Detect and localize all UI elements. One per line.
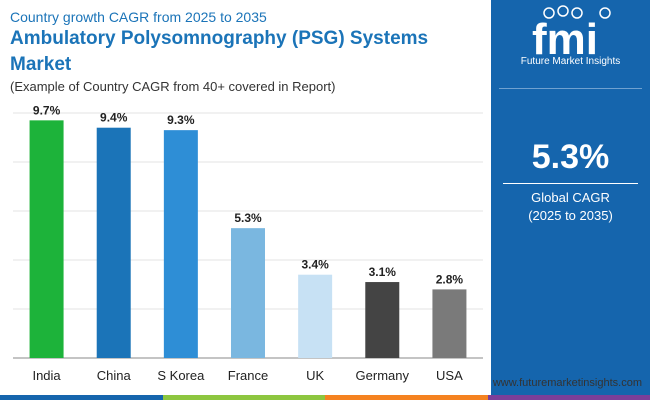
bottom-bar-segment [162, 395, 325, 400]
bar [298, 274, 333, 358]
footer-url[interactable]: www.futuremarketinsights.com [492, 377, 642, 389]
global-cagr-value: 5.3% [531, 138, 610, 176]
x-tick-label: France [228, 368, 268, 383]
bar [432, 289, 467, 358]
global-cagr-period: (2025 to 2035) [528, 208, 613, 223]
data-label: 3.1% [369, 265, 397, 279]
bar [231, 228, 265, 358]
chart-subtitle: Country growth CAGR from 2025 to 2035 [10, 9, 267, 25]
chart-header: Country growth CAGR from 2025 to 2035 Am… [10, 8, 490, 96]
bar [163, 130, 198, 358]
logo-tagline: Future Market Insights [520, 56, 621, 67]
fmi-logo: fmi [532, 5, 611, 64]
data-label: 5.3% [234, 211, 262, 225]
chart-note: (Example of Country CAGR from 40+ covere… [10, 79, 336, 94]
global-cagr-label: Global CAGR (2025 to 2035) [491, 189, 650, 225]
x-tick-label: S Korea [157, 368, 205, 383]
bottom-bar-segment [0, 395, 163, 400]
bar [365, 282, 400, 358]
x-tick-label: China [97, 368, 132, 383]
bottom-bar-segment [487, 395, 650, 400]
x-tick-label: USA [436, 368, 463, 383]
bottom-color-bar [0, 395, 650, 400]
global-cagr-title: Global CAGR [531, 190, 610, 205]
data-label: 9.3% [167, 113, 195, 127]
data-label: 3.4% [301, 258, 329, 272]
x-tick-label: Germany [356, 368, 410, 383]
chart-title: Ambulatory Polysomnography (PSG) Systems… [10, 28, 429, 75]
data-label: 9.4% [100, 111, 128, 125]
divider [503, 183, 638, 184]
data-label: 2.8% [436, 272, 464, 286]
bar [29, 120, 64, 358]
bar-chart: 9.7% India 9.4% China 9.3% S Korea 5.3% France 3… [13, 103, 483, 383]
data-label: 9.7% [33, 103, 61, 117]
bar [96, 127, 131, 358]
side-panel: fmi Future Market Insights 5.3% Global C… [491, 0, 650, 395]
x-tick-label: UK [306, 368, 324, 383]
divider [499, 88, 642, 89]
x-tick-label: India [32, 368, 61, 383]
logo-text: fmi [532, 15, 598, 64]
bottom-bar-segment [325, 395, 488, 400]
